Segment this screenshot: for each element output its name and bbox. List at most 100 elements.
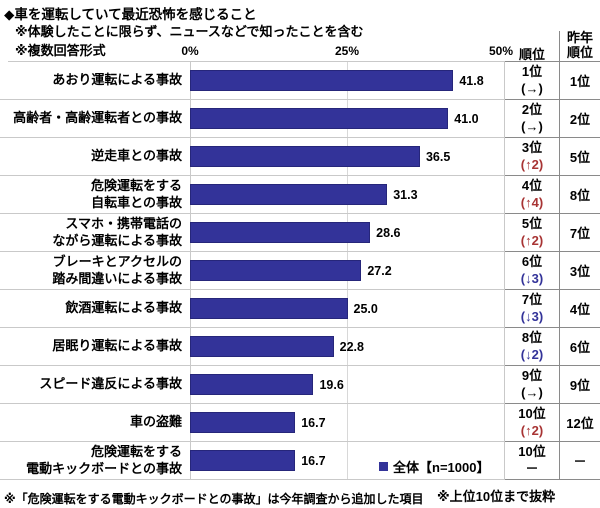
last-year-rank-cell: －	[559, 442, 600, 480]
chart-row: 危険運転をする 電動キックボードとの事故 16.7 10位－－	[0, 442, 600, 480]
last-year-rank-value: 1位	[569, 74, 591, 89]
chart-row: ブレーキとアクセルの 踏み間違いによる事故 27.2 6位 (↓3) 3位	[0, 252, 600, 290]
rank-cell: 3位 (↑2)	[505, 138, 559, 176]
chart-row: 車の盗難 16.7 10位 (↑2) 12位	[0, 404, 600, 442]
category-label: 車の盗難	[0, 404, 190, 442]
category-label-line: 危険運転をする	[90, 177, 182, 193]
plot-right-border	[504, 62, 505, 480]
rank-cell: 9位 (→)	[505, 366, 559, 404]
rank-change: (→)	[521, 118, 543, 134]
subtitle-answer-format: ※複数回答形式	[15, 43, 106, 58]
bar	[190, 412, 296, 433]
last-year-rank-cell: 7位	[559, 214, 600, 252]
rank-value: 7位	[521, 292, 543, 308]
category-label: あおり運転による事故	[0, 62, 190, 100]
last-year-rank-cell: 2位	[559, 100, 600, 138]
value-label: 41.8	[459, 73, 484, 88]
category-label-line: 飲酒運転による事故	[65, 300, 182, 316]
last-year-rank-cell: 5位	[559, 138, 600, 176]
rank-cell: 5位 (↑2)	[505, 214, 559, 252]
value-label: 28.6	[376, 225, 401, 240]
chart-row: スマホ・携帯電話の ながら運転による事故 28.6 5位 (↑2) 7位	[0, 214, 600, 252]
last-year-rank-cell: 9位	[559, 366, 600, 404]
category-label: 高齢者・高齢運転者との事故	[0, 100, 190, 138]
bar	[190, 70, 454, 91]
chart-row: 飲酒運転による事故 25.0 7位 (↓3) 4位	[0, 290, 600, 328]
rank-column-header: 順位	[518, 47, 545, 62]
category-label-line: 逆走車との事故	[91, 148, 182, 164]
bar-track: 41.8	[190, 62, 505, 100]
category-label: ブレーキとアクセルの 踏み間違いによる事故	[0, 252, 190, 290]
category-label-line: 危険運転をする	[90, 443, 182, 459]
bar	[190, 260, 362, 281]
chart-row: 危険運転をする 自転車との事故 31.3 4位 (↑4) 8位	[0, 176, 600, 214]
rank-cell: 1位 (→)	[505, 62, 559, 100]
chart-row: あおり運転による事故 41.8 1位 (→) 1位	[0, 62, 600, 100]
category-label: 危険運転をする 電動キックボードとの事故	[0, 442, 190, 480]
rank-value: 8位	[521, 330, 543, 346]
category-label-line: 高齢者・高齢運転者との事故	[13, 110, 182, 126]
rank-change: (↓2)	[520, 346, 544, 362]
category-label-line: 踏み間違いによる事故	[52, 270, 182, 286]
category-label: 居眠り運転による事故	[0, 328, 190, 366]
last-year-rank-value: 2位	[569, 112, 591, 127]
last-year-rank-value: 5位	[569, 150, 591, 165]
rank-cell: 2位 (→)	[505, 100, 559, 138]
category-label: 飲酒運転による事故	[0, 290, 190, 328]
category-label-line: スピード違反による事故	[39, 376, 182, 392]
rank-change: (↑2)	[520, 156, 544, 172]
chart-row: スピード違反による事故 19.6 9位 (→) 9位	[0, 366, 600, 404]
rank-value: 2位	[521, 102, 543, 118]
rank-cell: 4位 (↑4)	[505, 176, 559, 214]
bar-track: 16.7	[190, 404, 505, 442]
bar	[190, 450, 296, 471]
bar-track: 36.5	[190, 138, 505, 176]
axis-tick-0: 0%	[181, 44, 199, 58]
legend-marker-icon	[379, 462, 388, 471]
rank-value: 10位	[518, 406, 546, 422]
value-label: 41.0	[454, 111, 479, 126]
value-label: 27.2	[367, 263, 392, 278]
rank-change: (↑4)	[520, 194, 544, 210]
bar-track: 19.6	[190, 366, 505, 404]
category-label-line: あおり運転による事故	[52, 72, 182, 88]
axis-tick-25: 25%	[334, 44, 360, 58]
value-label: 31.3	[393, 187, 418, 202]
category-label-line: 自転車との事故	[91, 194, 182, 210]
value-label: 16.7	[301, 453, 326, 468]
last-year-rank-value: 8位	[569, 188, 591, 203]
last-year-rank-value: 12位	[566, 416, 594, 431]
rank-header-underline	[505, 61, 600, 62]
category-label-line: 居眠り運転による事故	[52, 338, 182, 354]
page-title: ◆車を運転していて最近恐怖を感じること	[4, 7, 257, 22]
last-year-rank-cell: 6位	[559, 328, 600, 366]
last-year-rank-value: 7位	[569, 226, 591, 241]
bar-track: 16.7	[190, 442, 505, 480]
last-year-rank-cell: 12位	[559, 404, 600, 442]
rank-cell: 8位 (↓2)	[505, 328, 559, 366]
subtitle-scope-note: ※体験したことに限らず、ニュースなどで知ったことを含む	[15, 24, 364, 39]
rank-change: (→)	[521, 384, 543, 400]
bar-track: 25.0	[190, 290, 505, 328]
rank-value: 10位	[518, 444, 546, 460]
bar	[190, 374, 314, 395]
category-label-line: スマホ・携帯電話の	[65, 215, 182, 231]
value-label: 22.8	[339, 339, 364, 354]
rank-change: (↓3)	[520, 270, 544, 286]
category-label: 危険運転をする 自転車との事故	[0, 176, 190, 214]
bar	[190, 146, 420, 167]
category-label: 逆走車との事故	[0, 138, 190, 176]
rank-change: (↑2)	[520, 232, 544, 248]
last-year-rank-value: 9位	[569, 378, 591, 393]
bar-track: 41.0	[190, 100, 505, 138]
rank-value: 9位	[521, 368, 543, 384]
last-year-rank-value: 6位	[569, 340, 591, 355]
category-label-line: 車の盗難	[129, 414, 182, 430]
bar-track: 27.2	[190, 252, 505, 290]
rank-cell: 6位 (↓3)	[505, 252, 559, 290]
rank-cell: 7位 (↓3)	[505, 290, 559, 328]
legend-label: 全体【n=1000】	[393, 460, 490, 475]
bar	[190, 108, 449, 129]
bar-track: 22.8	[190, 328, 505, 366]
rank-value: 4位	[521, 178, 543, 194]
